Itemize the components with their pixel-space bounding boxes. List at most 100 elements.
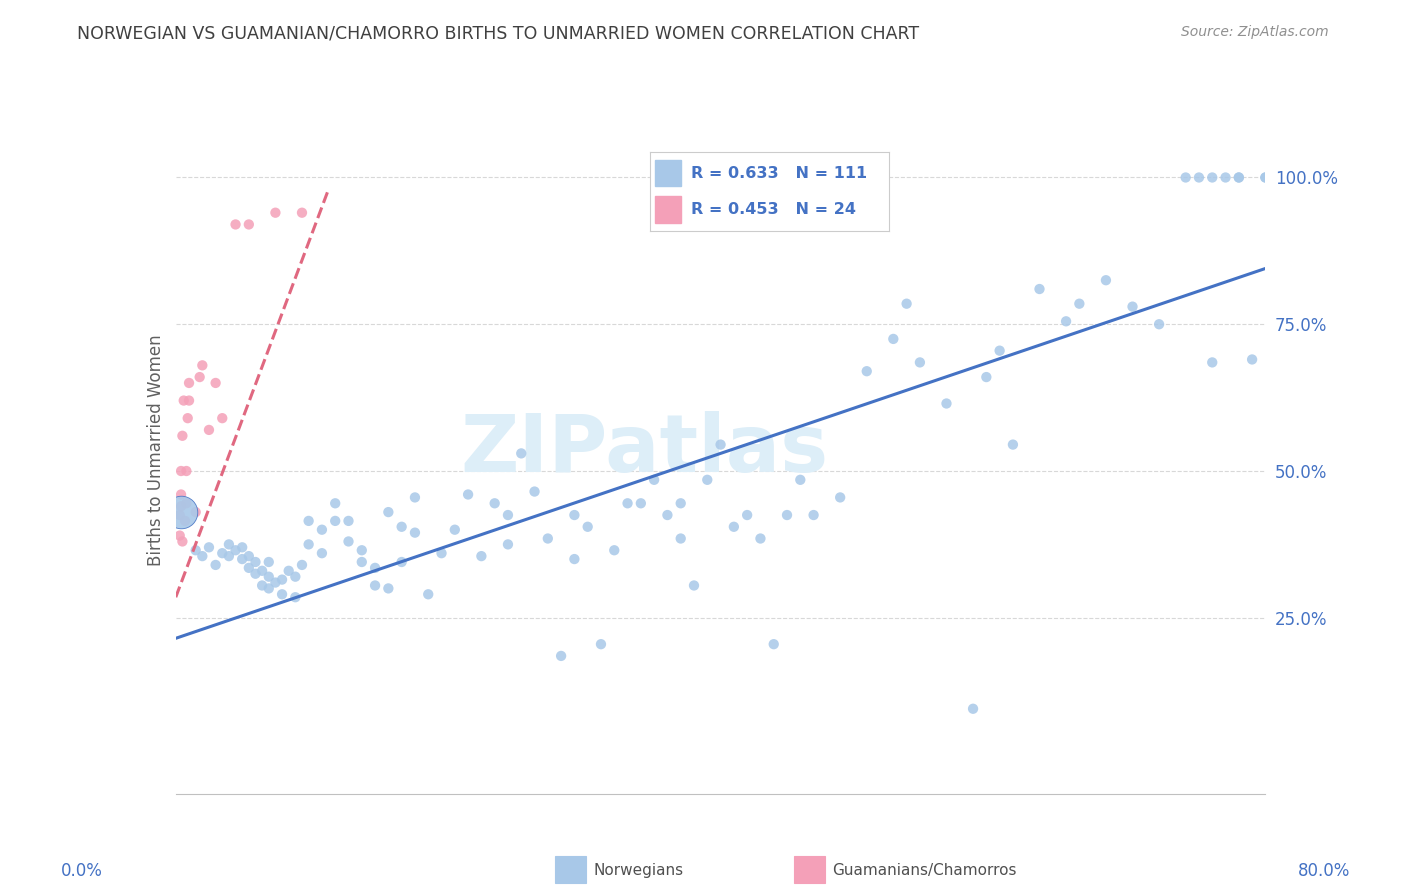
Point (1121, 300, 1143, 314)
Point (723, 520, 745, 534)
Point (510, 446, 533, 460)
Point (337, 514, 360, 528)
Text: 80.0%: 80.0% (1298, 862, 1351, 880)
Point (550, 648, 572, 663)
Point (457, 487, 479, 501)
Point (238, 561, 260, 575)
Point (218, 537, 240, 551)
Point (170, 505, 193, 519)
Point (191, 549, 214, 563)
Point (1241, 352, 1264, 367)
Point (391, 555, 413, 569)
Point (177, 411, 200, 425)
Point (1254, 170, 1277, 185)
Point (603, 543, 626, 558)
Point (204, 376, 226, 390)
Point (170, 500, 193, 514)
Point (364, 561, 387, 575)
Point (350, 555, 373, 569)
Point (176, 464, 198, 478)
Point (589, 637, 612, 651)
Point (564, 508, 586, 522)
Point (198, 541, 221, 555)
Point (257, 569, 280, 583)
Point (896, 296, 918, 310)
FancyBboxPatch shape (655, 196, 681, 223)
Point (170, 487, 193, 501)
Point (710, 437, 733, 451)
Point (1174, 170, 1197, 185)
Point (291, 205, 314, 219)
Point (443, 523, 465, 537)
Point (198, 423, 221, 437)
Point (184, 505, 207, 519)
Point (669, 496, 692, 510)
Point (204, 558, 226, 572)
Point (173, 393, 195, 408)
Text: R = 0.633   N = 111: R = 0.633 N = 111 (690, 166, 866, 180)
Point (284, 569, 307, 583)
Point (976, 370, 998, 384)
Point (935, 396, 957, 410)
Point (177, 393, 200, 408)
Point (169, 528, 191, 542)
Point (311, 546, 333, 560)
Point (762, 637, 785, 651)
Point (669, 532, 692, 546)
Point (245, 555, 267, 569)
Point (277, 564, 299, 578)
Point (264, 205, 287, 219)
Point (250, 564, 273, 578)
Point (191, 359, 214, 373)
Point (1308, 170, 1330, 185)
Point (169, 508, 191, 522)
Point (683, 578, 706, 592)
Point (238, 549, 260, 563)
Point (1361, 170, 1384, 185)
Point (962, 702, 984, 716)
Point (404, 491, 426, 505)
Point (404, 525, 426, 540)
Point (323, 496, 346, 510)
Point (1201, 170, 1223, 185)
Point (174, 514, 197, 528)
Point (172, 534, 194, 549)
Point (231, 541, 253, 555)
Point (176, 496, 198, 510)
Point (271, 573, 294, 587)
Point (211, 411, 233, 425)
Point (257, 555, 280, 569)
Point (271, 587, 294, 601)
Point (830, 491, 852, 505)
Point (1281, 170, 1303, 185)
Point (238, 218, 260, 232)
Point (484, 496, 506, 510)
Point (177, 376, 200, 390)
Point (225, 218, 247, 232)
Point (218, 549, 240, 563)
Point (496, 537, 519, 551)
Text: Source: ZipAtlas.com: Source: ZipAtlas.com (1181, 25, 1329, 39)
Point (1147, 318, 1170, 332)
Point (323, 514, 346, 528)
Point (430, 546, 453, 560)
Point (1267, 170, 1289, 185)
Point (184, 543, 207, 558)
Point (377, 582, 399, 596)
Point (337, 534, 360, 549)
Point (696, 473, 718, 487)
Point (630, 496, 652, 510)
Text: 0.0%: 0.0% (60, 862, 103, 880)
Point (231, 552, 253, 566)
Point (245, 566, 267, 581)
Y-axis label: Births to Unmarried Women: Births to Unmarried Women (146, 334, 165, 566)
Text: ZIPatlas: ZIPatlas (460, 411, 828, 490)
Point (1095, 273, 1118, 287)
Point (250, 578, 273, 592)
Point (789, 473, 811, 487)
Point (291, 558, 314, 572)
Point (1227, 170, 1250, 185)
Point (882, 332, 904, 346)
Point (657, 508, 679, 522)
Point (350, 543, 373, 558)
